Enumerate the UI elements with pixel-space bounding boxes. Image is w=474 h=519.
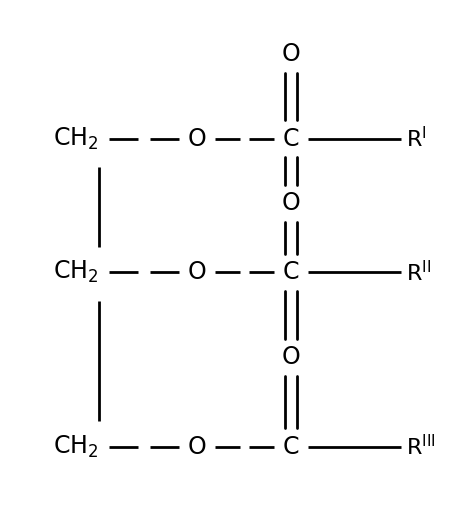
Text: O: O	[188, 127, 207, 151]
Text: O: O	[282, 42, 300, 66]
Text: R$^{\rm III}$: R$^{\rm III}$	[406, 434, 436, 459]
Text: CH$_2$: CH$_2$	[53, 126, 98, 152]
Text: R$^{\rm II}$: R$^{\rm II}$	[406, 260, 431, 285]
Text: C: C	[283, 435, 299, 459]
Text: C: C	[283, 127, 299, 151]
Text: O: O	[282, 191, 300, 215]
Text: O: O	[188, 435, 207, 459]
Text: CH$_2$: CH$_2$	[53, 434, 98, 460]
Text: O: O	[188, 261, 207, 284]
Text: R$^{\rm I}$: R$^{\rm I}$	[406, 126, 426, 152]
Text: O: O	[282, 345, 300, 369]
Text: C: C	[283, 261, 299, 284]
Text: CH$_2$: CH$_2$	[53, 259, 98, 285]
